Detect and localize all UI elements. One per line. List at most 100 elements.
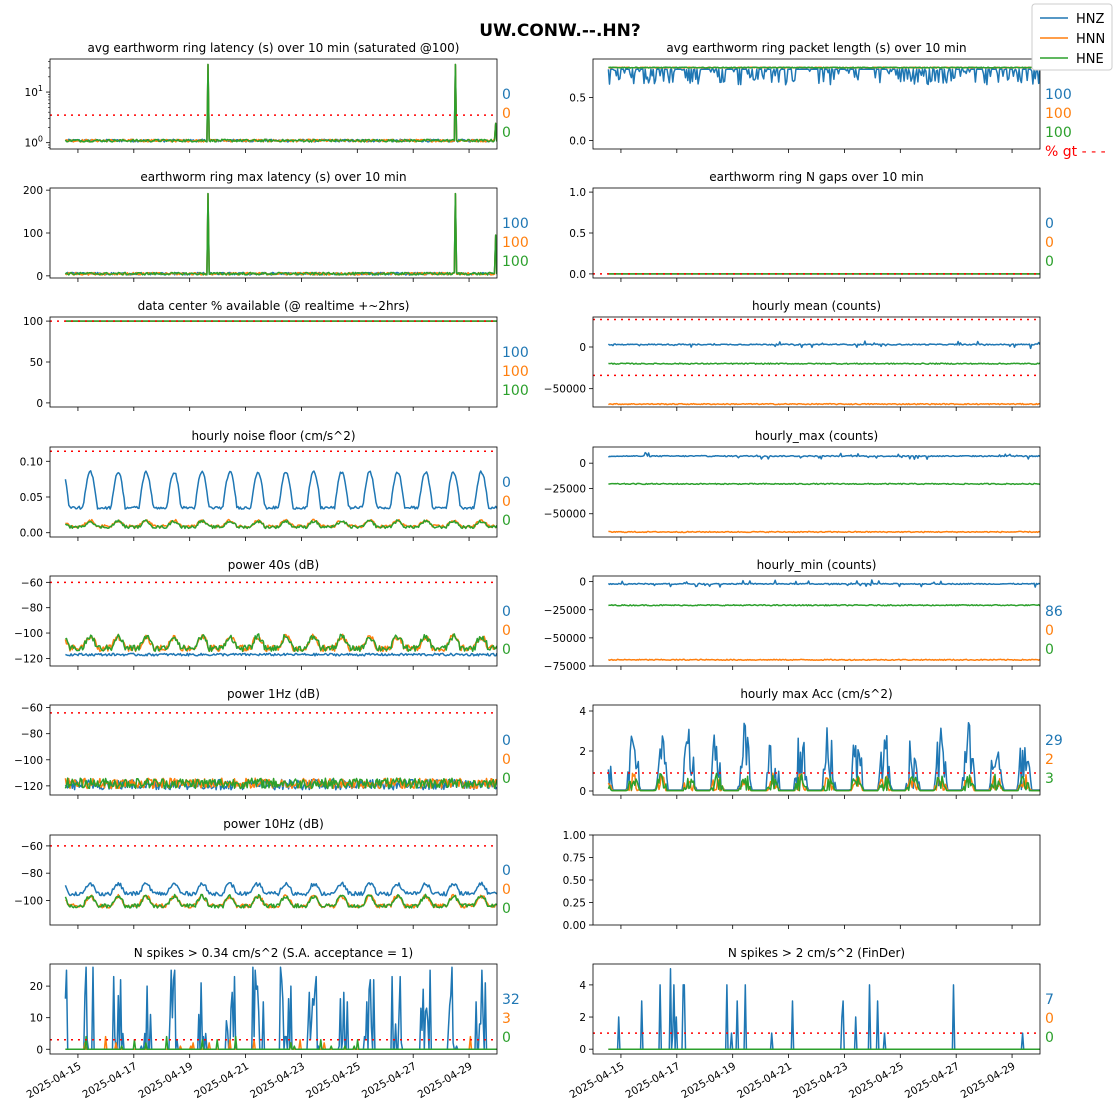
pct-above-hne: 0 <box>1045 1030 1054 1046</box>
pct-above-hnn: 0 <box>502 882 511 898</box>
y-tick-label: 1.00 <box>563 830 586 842</box>
y-tick-label: −80 <box>21 868 43 880</box>
panel-2: earthworm ring max latency (s) over 10 m… <box>23 170 529 283</box>
panel-title: hourly_min (counts) <box>757 558 877 572</box>
panel-title: data center % available (@ realtime +~2h… <box>138 299 410 313</box>
pct-above-hnz: 0 <box>502 87 511 103</box>
panel-title: earthworm ring N gaps over 10 min <box>709 170 923 184</box>
series-line-hnn <box>607 658 1040 662</box>
plot-area <box>64 192 497 276</box>
x-tick-label: 2025-04-23 <box>248 1060 307 1101</box>
axes-frame <box>49 446 498 538</box>
series-line-hnz <box>607 68 1040 86</box>
y-tick-label: 0.0 <box>569 135 586 147</box>
series-line-hnn <box>64 192 497 276</box>
panel-1: avg earthworm ring packet length (s) ove… <box>569 41 1105 160</box>
series-line-hne <box>65 1035 497 1051</box>
panel-title: hourly max Acc (cm/s^2) <box>740 687 892 701</box>
y-tick-label: 4 <box>579 980 586 992</box>
pct-gt-label: % gt - - - <box>1045 144 1106 160</box>
axes-frame <box>49 187 498 279</box>
series-line-hne <box>65 633 497 653</box>
pct-above-hnz: 0 <box>502 604 511 620</box>
y-tick-label: −50000 <box>544 384 586 396</box>
y-tick-label: −100 <box>14 895 43 907</box>
plot-area <box>50 966 497 1051</box>
panel-0: avg earthworm ring latency (s) over 10 m… <box>25 41 511 153</box>
series-line-hnz <box>607 451 1040 460</box>
y-tick-label: 0.0 <box>569 269 586 281</box>
y-tick-label: 0.75 <box>563 853 586 865</box>
y-tick-label: 0 <box>579 577 586 589</box>
series-line-hnz <box>607 340 1040 350</box>
pct-above-hne: 100 <box>502 383 529 399</box>
y-tick-label: −60 <box>21 703 43 715</box>
series-line-hne <box>608 603 1040 607</box>
y-tick-label: 1.0 <box>569 187 586 199</box>
pct-above-hne: 0 <box>502 901 511 917</box>
y-tick-label: 0 <box>36 1044 43 1056</box>
y-tick-label: 100 <box>23 228 43 240</box>
panel-title: N spikes > 0.34 cm/s^2 (S.A. acceptance … <box>134 946 413 960</box>
pct-above-hnz: 86 <box>1045 604 1063 620</box>
pct-above-hnz: 32 <box>502 992 520 1008</box>
pct-above-hne: 3 <box>1045 771 1054 787</box>
plot-area <box>50 712 497 791</box>
series-line-hne <box>64 777 497 790</box>
series-line-hnz <box>607 579 1040 588</box>
pct-above-hnz: 100 <box>502 216 529 232</box>
y-tick-label: −100 <box>14 755 43 767</box>
pct-above-hnz: 0 <box>1045 216 1054 232</box>
y-tick-label: 100 <box>23 316 43 328</box>
series-line-hne <box>64 893 497 909</box>
pct-above-hne: 0 <box>1045 642 1054 658</box>
y-tick-label: 0.00 <box>20 528 43 540</box>
x-tick-label: 2025-04-19 <box>679 1060 738 1101</box>
pct-above-hnn: 0 <box>1045 235 1054 251</box>
y-tick-label: 0 <box>579 458 586 470</box>
y-tick-label: −60 <box>21 841 43 853</box>
panel-title: hourly mean (counts) <box>752 299 881 313</box>
series-line-hnn <box>65 63 497 143</box>
y-tick-label: 2 <box>579 746 586 758</box>
x-tick-label: 2025-04-15 <box>568 1060 627 1101</box>
axes-frame <box>592 446 1041 538</box>
plot-area <box>593 318 1040 406</box>
plot-area <box>593 721 1040 792</box>
panel-6: hourly noise floor (cm/s^2) 0.00 0.05 0.10 0… <box>20 429 511 541</box>
panel-15: N spikes > 2 cm/s^2 (FinDer) 0 2 4 2025-04-1… <box>568 946 1054 1101</box>
y-tick-label: 0.25 <box>563 898 586 910</box>
pct-above-hnn: 3 <box>502 1011 511 1027</box>
panel-7: hourly_max (counts) 0 −25000 −50000 <box>544 429 1041 541</box>
plot-area <box>607 579 1040 662</box>
panel-title: power 10Hz (dB) <box>223 817 324 831</box>
y-tick-label: −25000 <box>544 483 586 495</box>
panel-14: N spikes > 0.34 cm/s^2 (S.A. acceptance … <box>25 946 520 1101</box>
panel-8: power 40s (dB) −60 −80 −100 −120 0 0 0 <box>14 558 511 670</box>
y-tick-label: 10 <box>30 1013 43 1025</box>
x-tick-label: 2025-04-23 <box>791 1060 850 1101</box>
x-tick-label: 2025-04-17 <box>623 1060 682 1101</box>
pct-above-hne: 100 <box>502 254 529 270</box>
pct-above-hne: 0 <box>502 642 511 658</box>
axes-frame <box>592 575 1041 667</box>
legend-box <box>1031 3 1113 71</box>
y-tick-label: 4 <box>579 706 586 718</box>
legend: HNZ HNN HNE <box>1031 3 1113 71</box>
panel-title: power 40s (dB) <box>228 558 319 572</box>
pct-above-hnn: 100 <box>1045 106 1072 122</box>
pct-above-hne: 0 <box>502 125 511 141</box>
y-tick-label: 0.05 <box>20 492 43 504</box>
series-line-hne <box>607 772 1040 792</box>
series-line-hnn <box>608 402 1040 406</box>
y-tick-label: 0 <box>579 1044 586 1056</box>
axes-frame <box>49 834 498 926</box>
y-tick-label: −120 <box>14 781 43 793</box>
y-tick-label: 101 <box>25 84 43 99</box>
panel-title: avg earthworm ring latency (s) over 10 m… <box>88 41 460 55</box>
y-tick-label: −75000 <box>544 661 586 673</box>
panel-title: N spikes > 2 cm/s^2 (FinDer) <box>728 946 905 960</box>
pct-above-hnn: 0 <box>1045 623 1054 639</box>
axes-frame <box>49 58 498 150</box>
